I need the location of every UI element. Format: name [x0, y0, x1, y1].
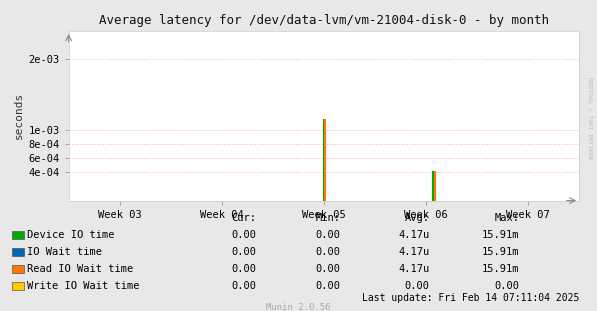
Text: 0.00: 0.00 — [315, 264, 340, 274]
Text: 0.00: 0.00 — [494, 281, 519, 291]
Y-axis label: seconds: seconds — [14, 92, 24, 139]
Text: 0.00: 0.00 — [232, 230, 257, 240]
Title: Average latency for /dev/data-lvm/vm-21004-disk-0 - by month: Average latency for /dev/data-lvm/vm-210… — [99, 14, 549, 27]
Text: 4.17u: 4.17u — [399, 230, 430, 240]
Text: Min:: Min: — [315, 213, 340, 223]
Text: 15.91m: 15.91m — [482, 230, 519, 240]
Text: 0.00: 0.00 — [405, 281, 430, 291]
Text: IO Wait time: IO Wait time — [27, 247, 102, 257]
Text: RRDTOOL / TOBI OETIKER: RRDTOOL / TOBI OETIKER — [588, 77, 593, 160]
Text: 4.17u: 4.17u — [399, 247, 430, 257]
Text: Device IO time: Device IO time — [27, 230, 115, 240]
Text: 0.00: 0.00 — [232, 247, 257, 257]
Text: Max:: Max: — [494, 213, 519, 223]
Text: 0.00: 0.00 — [232, 264, 257, 274]
Text: 0.00: 0.00 — [315, 230, 340, 240]
Text: 4.17u: 4.17u — [399, 264, 430, 274]
Text: Munin 2.0.56: Munin 2.0.56 — [266, 303, 331, 311]
Text: 0.00: 0.00 — [232, 281, 257, 291]
Text: 0.00: 0.00 — [315, 247, 340, 257]
Text: 15.91m: 15.91m — [482, 264, 519, 274]
Text: Write IO Wait time: Write IO Wait time — [27, 281, 139, 291]
Text: Avg:: Avg: — [405, 213, 430, 223]
Text: Cur:: Cur: — [232, 213, 257, 223]
Text: 15.91m: 15.91m — [482, 247, 519, 257]
Text: Last update: Fri Feb 14 07:11:04 2025: Last update: Fri Feb 14 07:11:04 2025 — [362, 293, 579, 303]
Text: Read IO Wait time: Read IO Wait time — [27, 264, 133, 274]
Text: 0.00: 0.00 — [315, 281, 340, 291]
